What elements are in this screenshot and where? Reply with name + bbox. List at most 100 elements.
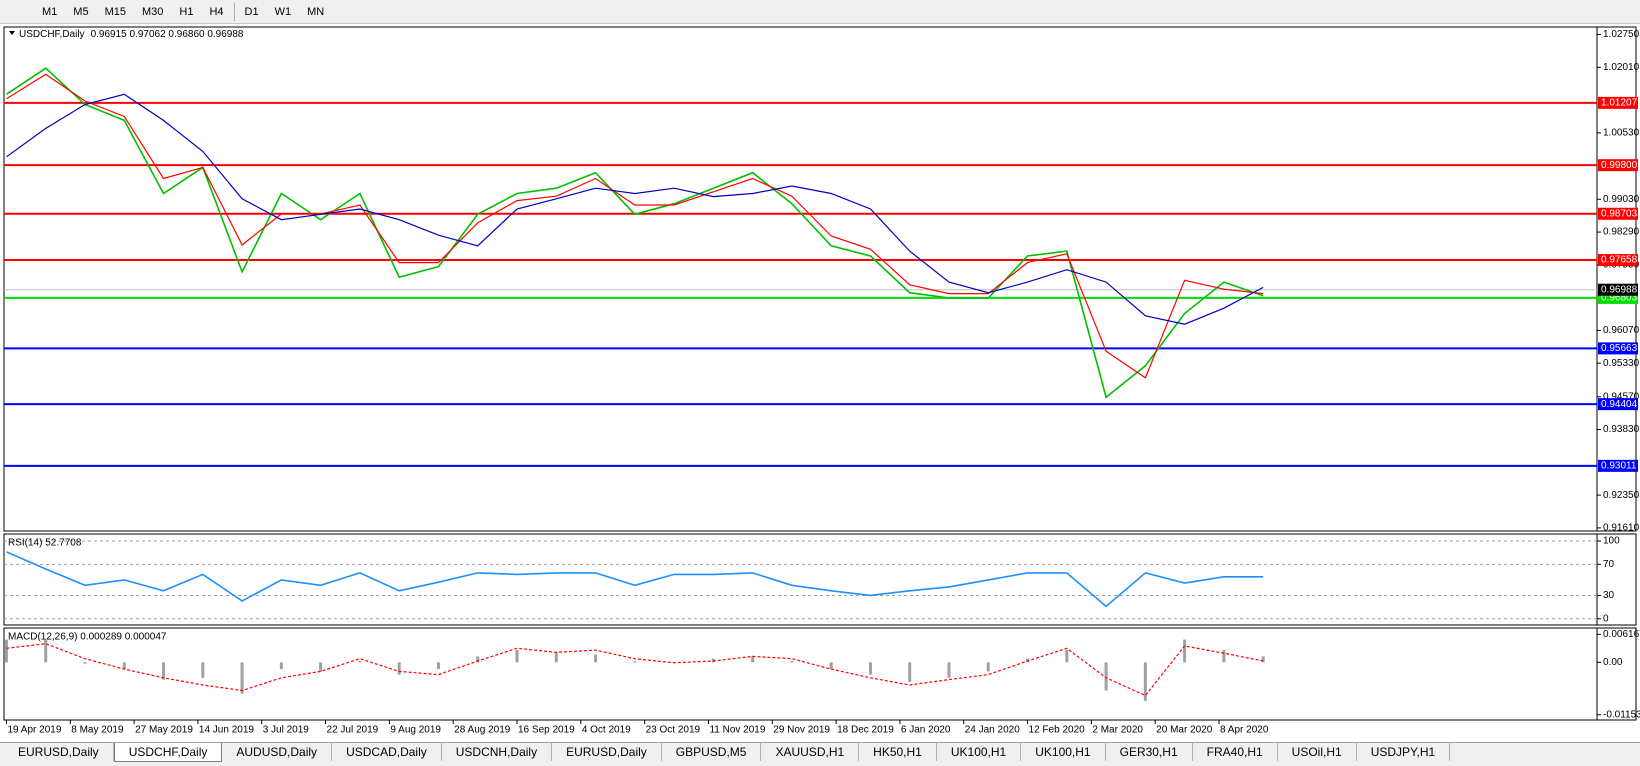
panel-frame [3, 26, 1637, 532]
chart-tab[interactable]: USDJPY,H1 [1357, 743, 1451, 761]
x-tick-label: 12 Feb 2020 [1029, 725, 1086, 736]
x-tick-label: 14 Jun 2019 [199, 725, 254, 736]
timeframe-button[interactable]: H4 [209, 5, 224, 18]
macd-bar [44, 639, 48, 663]
y-tick-label: 0.95330 [1603, 358, 1640, 369]
chart-tab[interactable]: XAUUSD,H1 [761, 743, 860, 761]
x-tick-label: 18 Dec 2019 [837, 725, 894, 736]
y-tick-label: -0.011531 [1603, 709, 1640, 720]
y-tick-label: 0.006167 [1603, 629, 1640, 640]
chart-tab[interactable]: FRA40,H1 [1193, 743, 1278, 761]
macd-bar [1261, 656, 1265, 663]
timeframe-button[interactable]: H1 [179, 5, 194, 18]
y-tick-label: 0.94570 [1603, 391, 1640, 402]
chart-tab[interactable]: HK50,H1 [859, 743, 937, 761]
separator [233, 2, 235, 21]
last-price-label: 0.96988 [1601, 284, 1638, 295]
x-tick-label: 24 Jan 2020 [965, 725, 1020, 736]
indicator-title: MACD(12,26,9) 0.000289 0.000047 [8, 632, 167, 643]
x-tick-label: 2 Mar 2020 [1092, 725, 1143, 736]
y-tick-label: 0.98290 [1603, 227, 1640, 238]
x-tick-label: 29 Nov 2019 [773, 725, 830, 736]
x-tick-label: 27 May 2019 [135, 725, 193, 736]
level-label: 1.01207 [1601, 98, 1638, 109]
chart-tab[interactable]: USDCHF,Daily [113, 743, 223, 762]
macd-bar [83, 662, 87, 664]
level-label: 0.96803 [1601, 293, 1638, 304]
series-line [6, 67, 1264, 399]
macd-bar [1065, 650, 1069, 663]
macd-bar [751, 656, 755, 663]
level-label-box [1598, 254, 1638, 267]
y-tick-label: 0.91610 [1603, 523, 1640, 534]
macd-bar [790, 660, 794, 663]
timeframe-button[interactable]: MN [307, 5, 325, 18]
x-tick-label: 22 Jul 2019 [327, 725, 379, 736]
macd-bar [279, 662, 283, 670]
level-label-box [1598, 459, 1638, 472]
macd-bar [594, 654, 598, 663]
x-tick-label: 16 Sep 2019 [518, 725, 575, 736]
x-tick-label: 9 Aug 2019 [390, 725, 441, 736]
y-tick-label: 1.02750 [1603, 29, 1640, 40]
level-label: 0.97658 [1601, 255, 1638, 266]
macd-bar [1222, 650, 1226, 663]
timeframe-button[interactable]: M5 [73, 5, 89, 18]
x-tick-label: 20 Mar 2020 [1156, 725, 1213, 736]
macd-bar [436, 662, 440, 670]
chart-tab[interactable]: EURUSD,Daily [552, 743, 662, 761]
chart-tab[interactable]: EURUSD,Daily [4, 743, 114, 761]
y-tick-label: 1.02010 [1603, 62, 1640, 73]
macd-bar [201, 662, 205, 678]
series-line [6, 551, 1264, 608]
level-label: 0.94404 [1601, 399, 1638, 410]
panel-frame [3, 627, 1637, 721]
x-tick-label: 6 Jan 2020 [901, 725, 951, 736]
chart-tab[interactable]: UK100,H1 [1021, 743, 1106, 761]
y-tick-label: 0 [1603, 613, 1609, 624]
macd-bar [319, 662, 323, 672]
y-tick-label: 0.00 [1603, 657, 1623, 668]
signal-line [6, 643, 1264, 697]
macd-bar [947, 662, 951, 678]
level-label-box [1598, 398, 1638, 411]
timeframe-toolbar: M1 M5 M15 M30 H1 H4 D1 W1 MN [0, 0, 1640, 24]
x-tick-label: 28 Aug 2019 [454, 725, 511, 736]
timeframe-button[interactable]: D1 [244, 5, 259, 18]
x-tick-label: 11 Nov 2019 [709, 725, 765, 736]
y-tick-label: 30 [1603, 590, 1615, 601]
y-tick-label: 0.99030 [1603, 194, 1640, 205]
level-label: 0.93011 [1601, 460, 1637, 471]
chart-tab[interactable]: USDCAD,Daily [332, 743, 442, 761]
macd-bar [908, 662, 912, 682]
chart-tab[interactable]: USOil,H1 [1278, 743, 1357, 761]
timeframe-button[interactable]: M1 [42, 5, 58, 18]
chart-tab[interactable]: USDCNH,Daily [442, 743, 553, 761]
macd-bar [1104, 662, 1108, 691]
chart-tab[interactable]: AUDUSD,Daily [222, 743, 333, 761]
timeframe-button[interactable]: W1 [274, 5, 292, 18]
chart-tab[interactable]: GBPUSD,M5 [662, 743, 762, 761]
macd-bar [397, 662, 401, 675]
macd-bar [4, 639, 8, 663]
chart-window: 1.027501.020101.005300.990300.982900.975… [3, 26, 1640, 736]
chart-tab[interactable]: GER30,H1 [1106, 743, 1193, 761]
macd-bar [358, 660, 362, 663]
chart-title: USDCHF,Daily 0.96915 0.97062 0.96860 0.96… [19, 29, 244, 40]
series-line [6, 93, 1264, 325]
timeframe-button[interactable]: M30 [141, 5, 164, 18]
macd-bar [515, 650, 519, 663]
chart-tab[interactable]: UK100,H1 [937, 743, 1022, 761]
macd-bar [829, 662, 833, 670]
level-label: 0.99800 [1601, 160, 1638, 171]
macd-bar [122, 662, 126, 670]
y-tick-label: 0.96070 [1603, 325, 1640, 336]
symbol: USDCHF,Daily [19, 29, 85, 40]
macd-bar [868, 662, 872, 675]
y-tick-label: 70 [1603, 559, 1615, 570]
timeframe-button[interactable]: M15 [104, 5, 126, 18]
level-label: 0.98703 [1601, 208, 1638, 219]
level-label-box [1598, 207, 1638, 220]
x-tick-label: 8 Apr 2020 [1220, 725, 1269, 736]
